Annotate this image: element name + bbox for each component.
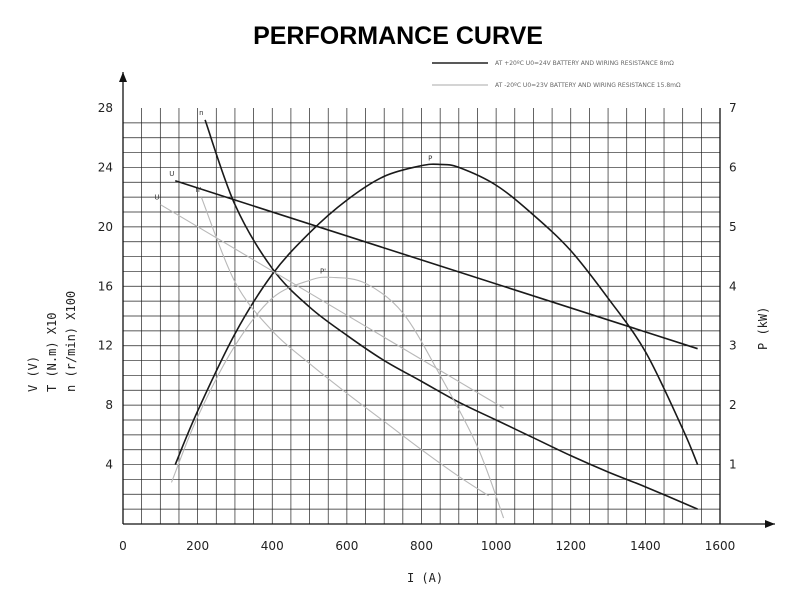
left-y-tick-label: 4 — [105, 458, 113, 472]
x-axis-arrow — [765, 520, 775, 528]
legend: AT +20ºC U0=24V BATTERY AND WIRING RESIS… — [432, 60, 681, 89]
curve-n — [204, 119, 698, 510]
axes — [119, 72, 775, 528]
left-y-tick-labels: 4 8 12 16 20 24 28 — [98, 101, 113, 472]
right-y-tick-label: 1 — [729, 458, 737, 472]
y-left-label-voltage: V (V) — [26, 356, 40, 392]
x-tick-label: 1600 — [705, 539, 736, 553]
left-y-tick-label: 12 — [98, 339, 113, 353]
right-y-tick-label: 3 — [729, 339, 737, 353]
grid — [123, 108, 720, 524]
y-right-label-power: P (kW) — [756, 307, 770, 350]
right-y-tick-label: 7 — [729, 101, 737, 115]
right-y-tick-label: 4 — [729, 279, 737, 293]
curve-u — [174, 180, 698, 350]
x-axis-label: I (A) — [407, 571, 443, 585]
left-y-tick-label: 16 — [98, 279, 113, 293]
curve-label-n-prime: n' — [195, 186, 201, 194]
y-left-label-speed: n (r/min) X100 — [64, 291, 78, 392]
x-tick-labels: 0 200 400 600 800 1000 1200 1400 1600 — [119, 539, 735, 553]
curve-label-n: n — [199, 109, 203, 117]
curve-u-prime — [160, 204, 504, 409]
x-tick-label: 200 — [186, 539, 209, 553]
curve-label-p: P — [428, 154, 432, 162]
curve-label-u-prime: U' — [154, 194, 161, 202]
right-y-tick-label: 5 — [729, 220, 737, 234]
left-y-tick-label: 8 — [105, 398, 113, 412]
x-tick-label: 0 — [119, 539, 127, 553]
curve-n-prime — [200, 196, 489, 497]
y-left-label-torque: T (N.m) X10 — [45, 313, 59, 392]
curve-p-prime — [170, 276, 505, 519]
right-y-tick-labels: 1 2 3 4 5 6 7 — [729, 101, 737, 472]
right-y-tick-label: 2 — [729, 398, 737, 412]
x-tick-label: 400 — [261, 539, 284, 553]
left-y-axis-arrow — [119, 72, 127, 82]
x-tick-label: 1400 — [630, 539, 661, 553]
left-y-tick-label: 24 — [98, 160, 113, 174]
right-y-tick-label: 6 — [729, 160, 737, 174]
chart-title: PERFORMANCE CURVE — [253, 22, 543, 50]
curve-labels: Un P U' n' P' — [154, 109, 432, 275]
x-tick-label: 800 — [410, 539, 433, 553]
curves — [160, 119, 699, 519]
legend-text-dark: AT +20ºC U0=24V BATTERY AND WIRING RESIS… — [495, 60, 674, 67]
x-tick-label: 1000 — [481, 539, 512, 553]
left-y-tick-label: 20 — [98, 220, 113, 234]
x-tick-label: 600 — [335, 539, 358, 553]
curve-p — [174, 163, 699, 465]
x-tick-label: 1200 — [555, 539, 586, 553]
legend-text-light: AT -20ºC U0=23V BATTERY AND WIRING RESIS… — [495, 82, 681, 89]
curve-label-u: U — [169, 170, 174, 178]
curve-label-p-prime: P' — [320, 267, 326, 275]
left-y-tick-label: 28 — [98, 101, 113, 115]
